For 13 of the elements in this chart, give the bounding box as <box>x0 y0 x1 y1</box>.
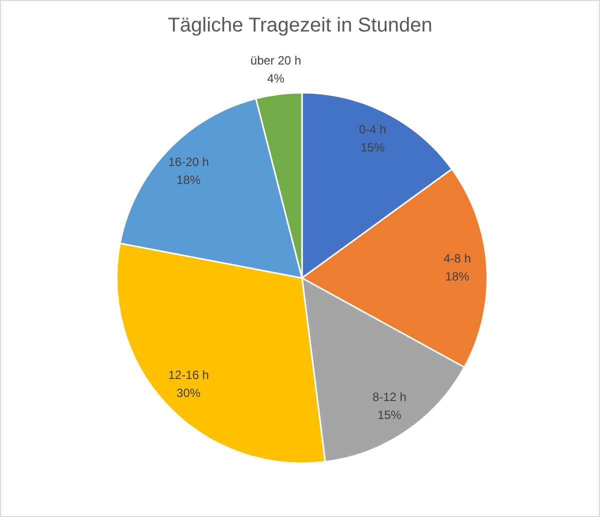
data-label: 18% <box>176 172 201 187</box>
data-label: 30% <box>176 386 201 400</box>
data-label: 18% <box>445 270 470 284</box>
slice-label: 8-12 h <box>372 390 406 404</box>
slice-label: 0-4 h <box>358 122 386 137</box>
data-label: 15% <box>360 140 385 155</box>
data-label: 15% <box>377 408 402 422</box>
slice-label: 4-8 h <box>444 252 471 266</box>
slice-label: 12-16 h <box>168 368 209 382</box>
data-label: 4% <box>267 72 285 86</box>
chart-title: Tägliche Tragezeit in Stunden <box>168 14 432 37</box>
slice-label: über 20 h <box>250 54 302 68</box>
slice-label: 16-20 h <box>168 154 209 169</box>
